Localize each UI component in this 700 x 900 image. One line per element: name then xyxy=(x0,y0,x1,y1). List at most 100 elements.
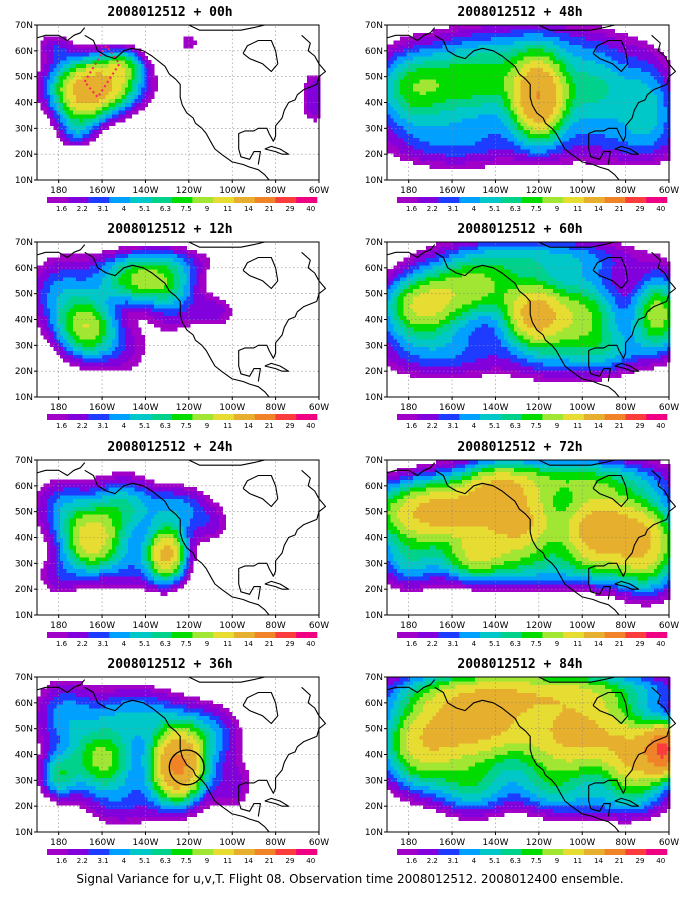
variance-cell xyxy=(82,366,87,371)
variance-cell xyxy=(95,114,100,119)
variance-cell xyxy=(578,63,583,69)
variance-cell xyxy=(131,350,136,355)
variance-cell xyxy=(403,106,407,111)
variance-cell xyxy=(79,75,83,80)
variance-cell xyxy=(92,342,96,348)
variance-cell xyxy=(445,106,450,111)
variance-cell xyxy=(429,40,433,45)
variance-cell xyxy=(82,102,87,107)
variance-cell xyxy=(422,137,427,142)
variance-cell xyxy=(59,118,64,123)
variance-cell xyxy=(396,137,401,142)
variance-cell xyxy=(611,71,616,76)
variance-cell xyxy=(387,63,391,69)
variance-cell xyxy=(144,311,149,317)
variance-cell xyxy=(526,133,531,138)
variance-cell xyxy=(474,94,479,100)
variance-cell xyxy=(134,327,139,332)
variance-cell xyxy=(598,152,603,158)
variance-cell xyxy=(102,121,106,127)
variance-cell xyxy=(69,125,74,131)
variance-cell xyxy=(471,94,476,100)
variance-cell xyxy=(637,90,642,96)
variance-cell xyxy=(46,44,51,49)
variance-cell xyxy=(89,273,93,278)
variance-cell xyxy=(429,90,433,96)
variance-cell xyxy=(455,44,459,49)
variance-cell xyxy=(196,280,201,286)
variance-cell xyxy=(69,354,74,359)
variance-cell xyxy=(124,273,129,278)
variance-cell xyxy=(491,28,495,34)
variance-cell xyxy=(37,307,41,313)
variance-cell xyxy=(202,311,207,317)
variance-cell xyxy=(621,160,625,165)
variance-cell xyxy=(637,118,642,123)
variance-cell xyxy=(416,67,420,72)
variance-cell xyxy=(481,125,486,131)
variance-cell xyxy=(40,90,44,96)
variance-cell xyxy=(513,106,518,111)
variance-cell xyxy=(585,94,590,100)
variance-cell xyxy=(435,141,440,146)
variance-cell xyxy=(533,129,538,134)
variance-cell xyxy=(621,106,625,111)
variance-cell xyxy=(134,319,139,324)
variance-cell xyxy=(445,152,450,158)
variance-cell xyxy=(591,121,596,127)
variance-cell xyxy=(513,98,518,103)
variance-cell xyxy=(653,106,658,111)
variance-cell xyxy=(484,98,489,103)
variance-cell xyxy=(53,79,57,84)
variance-cell xyxy=(487,56,492,61)
variance-cell xyxy=(578,25,583,30)
variance-cell xyxy=(313,75,318,80)
variance-cell xyxy=(608,71,612,76)
variance-cell xyxy=(124,323,129,328)
variance-cell xyxy=(102,304,106,309)
variance-cell xyxy=(422,160,427,165)
variance-cell xyxy=(591,110,596,115)
variance-cell xyxy=(196,300,201,305)
variance-cell xyxy=(406,56,411,61)
variance-cell xyxy=(591,25,596,30)
variance-cell xyxy=(209,296,214,301)
variance-cell xyxy=(429,129,433,134)
variance-cell xyxy=(82,52,87,57)
variance-cell xyxy=(89,56,93,61)
variance-cell xyxy=(403,141,407,146)
variance-cell xyxy=(313,110,318,115)
variance-cell xyxy=(461,164,466,169)
variance-cell xyxy=(565,125,570,131)
variance-cell xyxy=(310,94,314,100)
variance-cell xyxy=(131,79,136,84)
variance-cell xyxy=(591,145,596,150)
variance-cell xyxy=(650,44,655,49)
variance-cell xyxy=(170,323,175,328)
variance-cell xyxy=(89,296,93,301)
variance-cell xyxy=(445,94,450,100)
variance-cell xyxy=(419,98,424,103)
variance-cell xyxy=(465,164,469,169)
variance-cell xyxy=(170,284,175,289)
variance-cell xyxy=(595,106,599,111)
variance-cell xyxy=(102,59,106,65)
variance-cell xyxy=(614,141,619,146)
variance-cell xyxy=(89,304,93,309)
variance-cell xyxy=(46,56,51,61)
variance-cell xyxy=(575,149,580,154)
variance-cell xyxy=(228,311,233,317)
variance-cell xyxy=(157,288,162,293)
variance-cell xyxy=(500,44,505,49)
variance-cell xyxy=(572,56,577,61)
variance-cell xyxy=(215,307,220,313)
variance-cell xyxy=(131,288,136,293)
variance-cell xyxy=(40,102,44,107)
variance-cell xyxy=(40,56,44,61)
variance-cell xyxy=(409,156,414,162)
variance-cell xyxy=(517,52,521,57)
variance-cell xyxy=(552,40,557,45)
variance-cell xyxy=(141,273,145,278)
variance-cell xyxy=(624,110,629,115)
variance-cell xyxy=(439,160,443,165)
